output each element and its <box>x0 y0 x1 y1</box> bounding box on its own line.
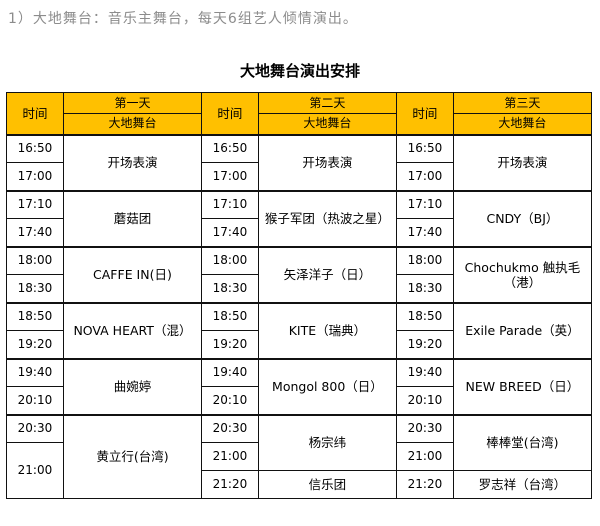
table-row: 20:10 20:10 20:10 <box>6 386 592 415</box>
day2-header: 第二天 <box>257 92 397 114</box>
table-row: 16:50 开场表演 16:50 开场表演 16:50 开场表演 <box>6 133 593 191</box>
time-cell: 20:10 <box>395 386 454 415</box>
time-cell: 19:40 <box>200 357 259 387</box>
act-cell: KITE（瑞典） <box>257 301 397 359</box>
time-cell: 18:50 <box>395 301 454 331</box>
time-cell: 19:40 <box>395 357 454 387</box>
act-cell: 开场表演 <box>257 133 397 191</box>
act-cell: NOVA HEART（混） <box>62 301 202 359</box>
time-cell: 17:40 <box>6 218 64 247</box>
day3-header: 第三天 <box>452 92 593 114</box>
time-cell: 16:50 <box>200 133 259 163</box>
table-row: 21:00 21:00 21:00 <box>6 442 592 499</box>
header-row-days: 时间 第一天 时间 第二天 时间 第三天 <box>6 92 593 135</box>
act-cell: NEW BREED（日） <box>452 357 593 415</box>
time-cell: 19:20 <box>6 330 64 359</box>
time-cell: 21:20 <box>395 470 454 499</box>
table-row: 20:30 黄立行(台湾) 20:30 杨宗纬 20:30 棒棒堂(台湾) <box>6 413 593 499</box>
time-cell: 16:50 <box>6 133 64 163</box>
schedule-title: 大地舞台演出安排 <box>239 62 360 80</box>
act-cell: CNDY（BJ） <box>452 189 593 247</box>
act-cell: 曲婉婷 <box>62 357 202 415</box>
table-row: 18:50 NOVA HEART（混） 18:50 KITE（瑞典） 18:50… <box>6 301 593 359</box>
time-cell: 21:20 <box>200 470 259 499</box>
act-cell: 开场表演 <box>452 133 593 191</box>
time-cell: 17:10 <box>6 189 64 219</box>
stage-header: 大地舞台 <box>452 113 593 135</box>
table-row: 19:20 19:20 19:20 <box>6 330 592 359</box>
time-header: 时间 <box>6 92 64 135</box>
time-cell: 17:00 <box>395 162 454 191</box>
act-cell: Exile Parade（英） <box>452 301 593 359</box>
time-cell: 18:50 <box>6 301 64 331</box>
act-cell: 杨宗纬 <box>257 413 397 471</box>
time-cell: 17:10 <box>395 189 454 219</box>
time-cell: 19:20 <box>395 330 454 359</box>
time-cell: 18:30 <box>200 274 259 303</box>
time-cell: 18:00 <box>200 245 259 275</box>
time-cell: 20:30 <box>200 413 259 443</box>
time-cell: 20:30 <box>6 413 64 443</box>
table-row: 18:30 18:30 18:30 <box>6 274 592 303</box>
stage-header: 大地舞台 <box>257 113 397 135</box>
act-cell: CAFFE IN(日) <box>62 245 202 303</box>
act-cell: 蘑菇团 <box>62 189 202 247</box>
table-row: 21:20 信乐团 21:20 罗志祥（台湾） <box>7 470 593 499</box>
time-cell: 21:00 <box>395 442 454 471</box>
header-row-stage: 大地舞台 大地舞台 大地舞台 <box>7 113 593 135</box>
time-cell: 20:30 <box>395 413 454 443</box>
time-cell: 21:00 <box>6 442 64 499</box>
time-cell: 18:30 <box>395 274 454 303</box>
time-cell: 17:00 <box>200 162 259 191</box>
table-row: 17:00 17:00 17:00 <box>6 162 592 191</box>
time-cell: 20:10 <box>200 386 259 415</box>
act-cell: Chochukmo 触执毛（港） <box>452 245 593 303</box>
table-row: 17:10 蘑菇团 17:10 猴子军团（热波之星） 17:10 CNDY（BJ… <box>6 189 593 247</box>
act-cell: 矢泽洋子（日） <box>257 245 397 303</box>
table-row: 18:00 CAFFE IN(日) 18:00 矢泽洋子（日） 18:00 Ch… <box>6 245 593 303</box>
time-cell: 18:50 <box>200 301 259 331</box>
act-cell: 信乐团 <box>257 470 397 499</box>
time-cell: 18:30 <box>6 274 64 303</box>
time-cell: 19:20 <box>200 330 259 359</box>
time-header: 时间 <box>395 92 454 135</box>
stage-schedule-table: 时间 第一天 时间 第二天 时间 第三天 大地舞台 大地舞台 大地舞台 16:5… <box>6 92 593 499</box>
act-cell: 棒棒堂(台湾) <box>452 413 593 471</box>
table-row: 19:40 曲婉婷 19:40 Mongol 800（日） 19:40 NEW … <box>6 357 593 415</box>
time-cell: 17:10 <box>200 189 259 219</box>
act-cell: 开场表演 <box>62 133 202 191</box>
table-row: 17:40 17:40 17:40 <box>6 218 592 247</box>
time-header: 时间 <box>200 92 259 135</box>
time-cell: 18:00 <box>395 245 454 275</box>
day1-header: 第一天 <box>62 92 202 114</box>
act-cell: 猴子军团（热波之星） <box>257 189 397 247</box>
time-cell: 21:00 <box>200 442 259 471</box>
act-cell: 罗志祥（台湾） <box>452 470 593 499</box>
stage-header: 大地舞台 <box>62 113 202 135</box>
time-cell: 17:00 <box>6 162 64 191</box>
intro-text: 1）大地舞台：音乐主舞台，每天6组艺人倾情演出。 <box>8 11 358 27</box>
act-cell: Mongol 800（日） <box>257 357 397 415</box>
time-cell: 20:10 <box>6 386 64 415</box>
act-cell: 黄立行(台湾) <box>62 413 202 499</box>
time-cell: 17:40 <box>200 218 259 247</box>
time-cell: 17:40 <box>395 218 454 247</box>
time-cell: 19:40 <box>6 357 64 387</box>
time-cell: 16:50 <box>395 133 454 163</box>
time-cell: 18:00 <box>6 245 64 275</box>
